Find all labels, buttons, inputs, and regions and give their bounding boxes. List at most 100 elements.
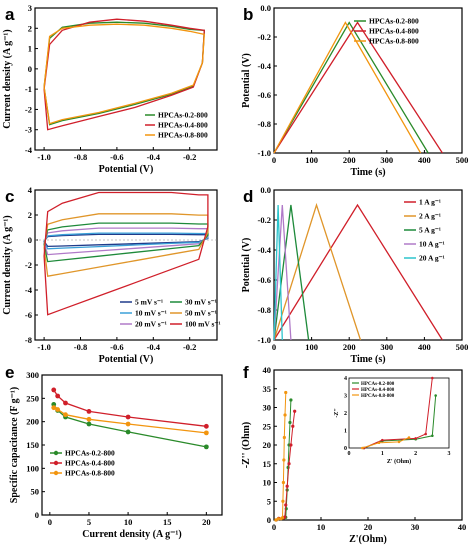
x-tick-label: 200 (343, 155, 356, 165)
y-tick-label: -2 (25, 260, 32, 270)
x-tick-label: -1.0 (37, 152, 50, 162)
y-tick-label: 2 (28, 23, 32, 33)
plot-frame (34, 7, 218, 151)
panel-d: d 0 100 200 300 400 500 0.0 -0.2 -0.4 -0.6 -0.8 -1.0… (241, 185, 468, 365)
x-axis-title: Potential (V) (99, 354, 154, 365)
y-tick-label: -1 (25, 84, 32, 94)
gcd-curve (273, 21, 443, 154)
nyquist-point (283, 413, 287, 417)
x-tick-label: -0.8 (74, 342, 87, 352)
legend-label: 10 mV s⁻¹ (135, 309, 167, 318)
inset-y-tick-label: 0 (344, 446, 347, 452)
y-tick-label: -0.6 (258, 90, 271, 100)
inset-point (361, 446, 364, 450)
y-tick-label: 3 (28, 3, 32, 13)
legend-marker (53, 460, 59, 466)
gcd-curve (273, 204, 283, 341)
legend-label: HPCAs-0.8-800 (369, 37, 419, 46)
x-tick-label: 200 (343, 342, 356, 352)
y-tick-label: 0 (28, 235, 32, 245)
rate-point (86, 416, 92, 422)
legend-label: HPCAs-0.4-800 (158, 121, 208, 130)
cv-loop (43, 23, 205, 125)
y-tick-label: 50 (31, 487, 40, 497)
y-tick-label: -4 (25, 145, 33, 155)
rate-point (51, 387, 57, 393)
x-tick-label: -0.6 (110, 342, 123, 352)
x-tick-label: -0.8 (74, 152, 87, 162)
inset-legend-label: HPCAs-0.2-800 (361, 382, 395, 387)
inset-point (431, 376, 434, 380)
legend-label: 20 A g⁻¹ (419, 254, 445, 263)
nyquist-point (293, 409, 297, 413)
y-tick-label: 250 (26, 393, 39, 403)
plot-frame (273, 189, 463, 341)
rate-point (63, 400, 68, 406)
cv-loop (43, 18, 205, 131)
y-tick-label: 0.0 (260, 3, 271, 13)
y-tick-label: -3 (25, 125, 32, 135)
x-tick-label: 40 (458, 522, 467, 532)
x-tick-label: -0.6 (110, 152, 123, 162)
x-axis-title: Time (s) (350, 167, 385, 178)
inset-x-title: Z' (Ohm) (387, 458, 411, 465)
inset-point (397, 440, 401, 444)
legend-label: 2 A g⁻¹ (419, 212, 441, 221)
x-tick-label: 0 (272, 342, 276, 352)
gcd-curve (273, 21, 429, 154)
x-axis-title: Time (s) (350, 354, 385, 365)
panel-b: b 0 100 200 300 400 500 0.0 -0.2 -0.4 -0.6 -0.8 -1.0… (241, 3, 468, 178)
legend-marker (53, 450, 59, 456)
legend-label: HPCAs-0.8-800 (158, 131, 208, 140)
rate-point (125, 414, 131, 420)
inset-y-tick-label: 2 (344, 411, 347, 417)
y-tick-label: 1 (28, 44, 32, 54)
inset-point (414, 437, 417, 440)
x-tick-label: 20 (202, 517, 211, 527)
panel-label: e (5, 363, 14, 382)
rate-point (125, 421, 131, 427)
rate-point (55, 407, 61, 412)
inset-x-tick-label: 3 (448, 451, 451, 457)
panel-label: d (243, 187, 253, 206)
nyquist-point (291, 424, 295, 428)
inset-point (407, 436, 411, 439)
rate-point (203, 444, 209, 450)
x-tick-label: 0 (272, 522, 276, 532)
inset-x-tick-label: 0 (348, 451, 351, 457)
y-axis-title: Current density (A g⁻¹) (2, 29, 13, 128)
y-tick-label: -2 (25, 104, 32, 114)
inset-y-tick-label: 4 (344, 376, 347, 382)
y-tick-label: 35 (263, 384, 272, 394)
cv-loop (43, 227, 209, 256)
cv-loop (43, 21, 205, 126)
y-tick-label: -0.6 (258, 275, 271, 285)
y-tick-label: -6 (25, 310, 32, 320)
legend-label: HPCAs-0.2-800 (158, 111, 208, 120)
inset-point (434, 394, 437, 397)
legend-label: HPCAs-0.4-800 (369, 27, 419, 36)
x-tick-label: 15 (163, 517, 172, 527)
inset-point (377, 441, 381, 445)
rate-point (203, 423, 209, 429)
panel-label: a (5, 5, 15, 24)
legend-label: HPCAs-0.4-800 (65, 459, 115, 468)
gcd-curve (273, 204, 310, 341)
y-tick-label: -1.0 (258, 335, 271, 345)
rate-line (53, 404, 207, 448)
y-tick-label: -0.8 (258, 119, 271, 129)
rate-point (51, 405, 57, 411)
x-tick-label: 20 (364, 522, 373, 532)
y-tick-label: 2 (28, 210, 32, 220)
gcd-curve (273, 21, 422, 154)
y-tick-label: 30 (263, 403, 272, 413)
legend-label: 5 mV s⁻¹ (135, 298, 163, 307)
plot-frame (34, 189, 218, 341)
inset-y-tick-label: 1 (344, 429, 347, 435)
x-tick-label: 400 (418, 342, 431, 352)
nyquist-point (289, 443, 293, 447)
nyquist-point (288, 420, 292, 425)
nyquist-point (281, 480, 285, 485)
